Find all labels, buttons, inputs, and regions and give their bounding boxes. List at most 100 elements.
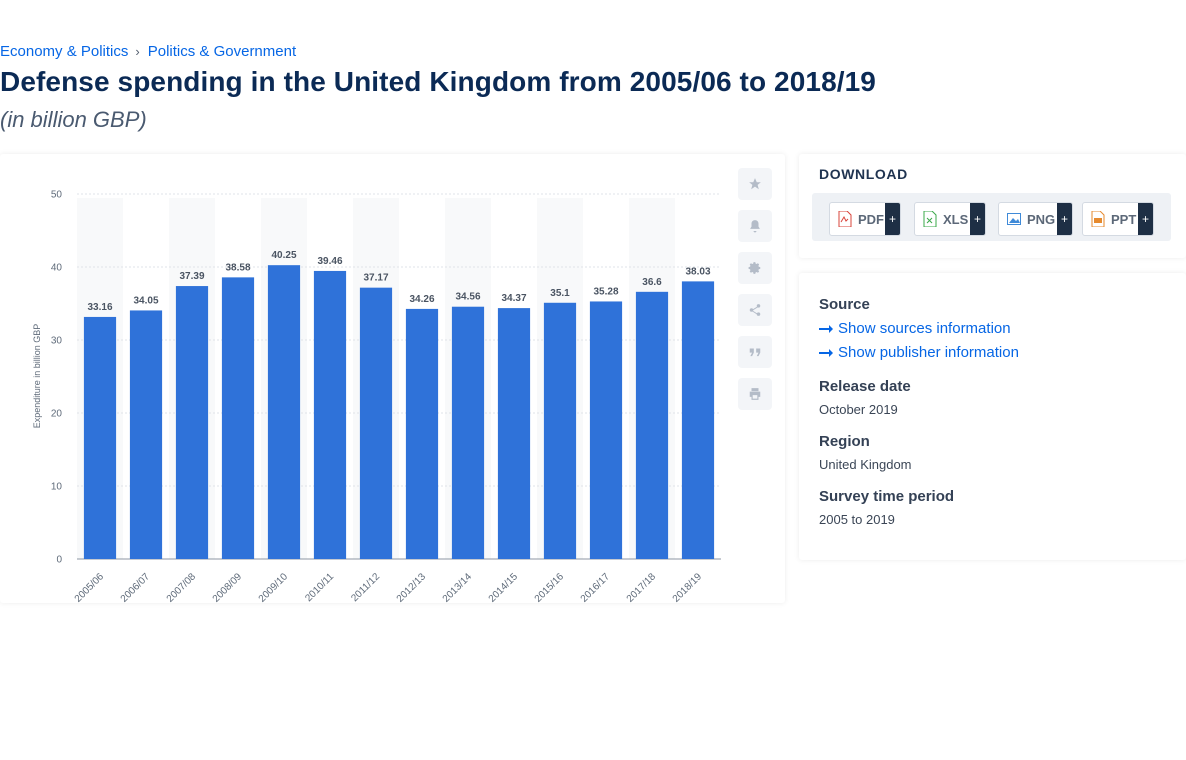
bar[interactable] <box>681 281 715 559</box>
show-sources-link[interactable]: Show sources information <box>819 320 1011 337</box>
download-xls-plus[interactable]: + <box>970 203 985 235</box>
star-icon <box>749 178 761 190</box>
bar[interactable] <box>175 286 209 559</box>
bar[interactable] <box>267 265 301 559</box>
show-sources-text: Show sources information <box>838 320 1011 337</box>
print-icon <box>749 388 761 400</box>
download-pdf-label: PDF <box>858 211 884 227</box>
y-tick-label: 0 <box>56 555 62 566</box>
ppt-file-icon <box>1091 211 1105 227</box>
bar[interactable] <box>589 301 623 559</box>
download-png-button[interactable]: PNG + <box>998 202 1073 236</box>
x-tick-label: 2009/10 <box>257 571 291 603</box>
notification-button[interactable] <box>738 210 772 242</box>
y-tick-label: 50 <box>51 190 63 201</box>
bell-icon <box>750 220 760 233</box>
chart-card: 0 10 20 30 40 50 Expenditure in billion GBP 33.… <box>0 154 785 603</box>
settings-button[interactable] <box>738 252 772 284</box>
data-label: 37.39 <box>179 271 204 282</box>
bar[interactable] <box>451 306 485 559</box>
bar[interactable] <box>129 310 163 559</box>
x-tick-label: 2017/18 <box>625 571 659 603</box>
bar-chart: 0 10 20 30 40 50 Expenditure in billion GBP 33.… <box>32 190 721 603</box>
info-card: Source Show sources information Show pub… <box>799 273 1186 560</box>
x-tick-label: 2006/07 <box>119 571 153 603</box>
x-tick-label: 2005/06 <box>73 571 107 603</box>
print-button[interactable] <box>738 378 772 410</box>
download-xls-button[interactable]: XLS + <box>914 202 986 236</box>
data-label: 34.05 <box>133 295 158 306</box>
breadcrumb-economy-politics[interactable]: Economy & Politics <box>0 43 129 60</box>
x-tick-label: 2008/09 <box>211 571 245 603</box>
gear-icon <box>748 262 761 274</box>
download-card: DOWNLOAD PDF + XLS + PNG + PPT + <box>799 154 1186 258</box>
x-tick-label: 2016/17 <box>579 571 613 603</box>
download-png-label: PNG <box>1027 211 1056 227</box>
download-ppt-plus[interactable]: + <box>1138 203 1153 235</box>
breadcrumb-politics-government[interactable]: Politics & Government <box>147 43 297 60</box>
xls-file-icon <box>923 211 937 227</box>
download-pdf-button[interactable]: PDF + <box>829 202 901 236</box>
bar[interactable] <box>313 270 347 559</box>
cite-button[interactable] <box>738 336 772 368</box>
favorite-button[interactable] <box>738 168 772 200</box>
arrow-right-icon <box>819 324 833 333</box>
page-subtitle: (in billion GBP) <box>0 107 147 132</box>
download-title: DOWNLOAD <box>819 166 908 182</box>
download-bar: PDF + XLS + PNG + PPT + <box>812 193 1171 241</box>
show-publisher-text: Show publisher information <box>838 344 1019 361</box>
breadcrumb-separator: › <box>135 44 140 59</box>
bar[interactable] <box>405 308 439 559</box>
download-ppt-button[interactable]: PPT + <box>1082 202 1154 236</box>
data-label: 39.46 <box>317 256 342 267</box>
data-label: 35.1 <box>550 288 570 299</box>
arrow-right-icon <box>819 348 833 357</box>
y-tick-label: 20 <box>51 409 63 420</box>
x-tick-label: 2007/08 <box>165 571 199 603</box>
bar[interactable] <box>359 287 393 559</box>
bar[interactable] <box>221 277 255 559</box>
x-tick-label: 2014/15 <box>487 571 521 603</box>
download-pdf-plus[interactable]: + <box>885 203 900 235</box>
pdf-file-icon <box>838 211 852 227</box>
data-label: 34.56 <box>455 292 480 303</box>
quote-icon <box>749 348 761 357</box>
data-label: 36.6 <box>642 277 662 288</box>
source-label: Source <box>819 296 870 313</box>
release-date-value: October 2019 <box>819 402 898 417</box>
x-tick-label: 2011/12 <box>349 571 382 603</box>
data-label: 38.58 <box>225 262 250 273</box>
download-png-plus[interactable]: + <box>1057 203 1072 235</box>
x-tick-label: 2018/19 <box>671 571 705 603</box>
x-tick-label: 2013/14 <box>441 571 475 603</box>
release-date-label: Release date <box>819 378 911 395</box>
data-label: 40.25 <box>271 250 296 261</box>
share-button[interactable] <box>738 294 772 326</box>
y-axis-label: Expenditure in billion GBP <box>32 324 42 429</box>
bar[interactable] <box>83 316 117 559</box>
region-value: United Kingdom <box>819 457 912 472</box>
share-icon <box>749 304 761 316</box>
page-title: Defense spending in the United Kingdom f… <box>0 66 876 97</box>
data-label: 37.17 <box>363 273 388 284</box>
show-publisher-link[interactable]: Show publisher information <box>819 344 1019 361</box>
data-label: 34.26 <box>409 294 434 305</box>
bar[interactable] <box>543 302 577 559</box>
data-label: 35.28 <box>593 286 618 297</box>
data-label: 34.37 <box>501 293 526 304</box>
breadcrumb: Economy & Politics › Politics & Governme… <box>0 43 296 60</box>
survey-period-label: Survey time period <box>819 488 955 505</box>
bar[interactable] <box>497 308 531 559</box>
x-tick-label: 2010/11 <box>303 571 336 603</box>
png-file-icon <box>1007 213 1021 225</box>
x-tick-label: 2015/16 <box>533 571 567 603</box>
y-tick-label: 30 <box>51 336 63 347</box>
y-tick-label: 10 <box>51 482 63 493</box>
bar[interactable] <box>635 291 669 559</box>
data-label: 33.16 <box>87 302 112 313</box>
region-label: Region <box>819 433 870 450</box>
x-tick-label: 2012/13 <box>395 571 429 603</box>
y-tick-label: 40 <box>51 263 63 274</box>
chart-toolbar <box>738 168 772 410</box>
data-label: 38.03 <box>685 266 710 277</box>
